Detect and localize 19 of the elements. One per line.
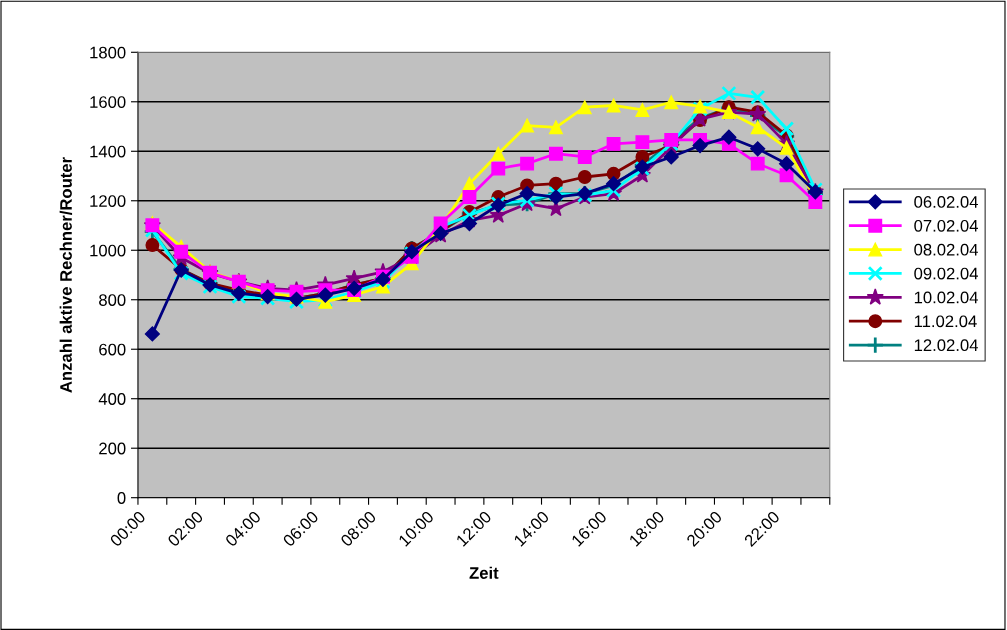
y-axis-title: Anzahl aktive Rechner/Router <box>59 157 73 393</box>
legend-label: 07.02.04 <box>914 219 978 232</box>
legend-label: 10.02.04 <box>914 291 978 304</box>
legend-label: 06.02.04 <box>914 196 978 208</box>
y-tick-label: 200 <box>99 442 126 455</box>
legend-label: 09.02.04 <box>914 267 978 280</box>
legend-label: 08.02.04 <box>914 243 978 256</box>
x-axis-title: Zeit <box>469 566 499 579</box>
y-tick-label: 1800 <box>90 46 126 59</box>
y-tick-label: 800 <box>99 294 126 306</box>
y-tick-label: 0 <box>117 492 126 504</box>
y-tick-label: 1200 <box>90 195 126 207</box>
y-tick-label: 1600 <box>90 96 126 108</box>
y-tick-label: 1000 <box>90 244 126 257</box>
y-tick-label: 400 <box>98 393 126 405</box>
legend-label: 12.02.04 <box>914 339 978 352</box>
legend-label: 11.02.04 <box>914 315 977 328</box>
y-tick-label: 1400 <box>90 145 126 158</box>
y-tick-label: 600 <box>99 343 126 356</box>
